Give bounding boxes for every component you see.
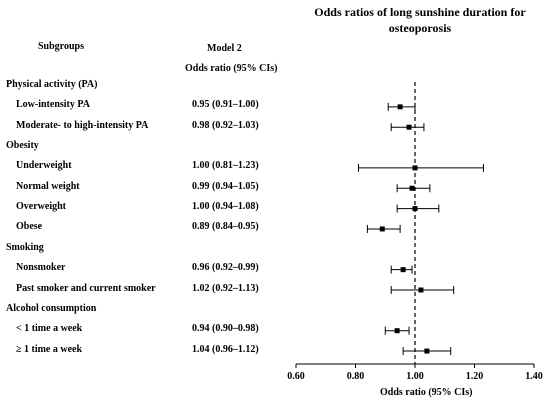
- subgroup-label: Obese: [16, 221, 43, 233]
- subgroup-label: < 1 time a week: [16, 323, 83, 335]
- subgroups-header: Subgroups: [38, 41, 84, 52]
- x-tick-label: 1.20: [466, 371, 484, 382]
- point-estimate: [409, 185, 415, 191]
- point-estimate: [379, 226, 385, 232]
- x-tick-label: 1.40: [525, 371, 543, 382]
- odds-ratio-text: 0.94 (0.90–0.98): [192, 323, 259, 335]
- odds-ratio-text: 1.02 (0.92–1.13): [192, 282, 259, 294]
- subgroup-label: Overweight: [16, 201, 66, 213]
- odds-ratio-text: 0.95 (0.91–1.00): [192, 99, 259, 111]
- odds-ratio-text: 1.00 (0.81–1.23): [192, 160, 259, 172]
- subgroup-label: Nonsmoker: [16, 262, 66, 274]
- subgroup-label: Past smoker and current smoker: [16, 282, 156, 294]
- point-estimate: [400, 267, 406, 273]
- x-tick-label: 1.00: [406, 371, 424, 382]
- group-label: Alcohol consumption: [6, 302, 97, 314]
- chart-title: Odds ratios of long sunshine duration fo…: [314, 5, 526, 35]
- subgroup-label: ≥ 1 time a week: [16, 343, 83, 355]
- odds-ratio-text: 1.04 (0.96–1.12): [192, 343, 259, 355]
- subgroup-label: Moderate- to high-intensity PA: [16, 119, 149, 131]
- model-header: Model 2: [207, 43, 242, 54]
- x-axis-label: Odds ratio (95% CIs): [380, 387, 473, 398]
- point-estimate: [394, 328, 400, 334]
- estimate-header: Odds ratio (95% CIs): [185, 63, 278, 74]
- subgroup-label: Low-intensity PA: [16, 99, 90, 111]
- x-tick-label: 0.60: [287, 371, 305, 382]
- odds-ratio-text: 0.98 (0.92–1.03): [192, 119, 259, 131]
- subgroup-label: Normal weight: [16, 180, 80, 192]
- group-label: Obesity: [6, 140, 39, 152]
- odds-ratio-text: 0.89 (0.84–0.95): [192, 221, 259, 233]
- x-tick-label: 0.80: [347, 371, 365, 382]
- point-estimate: [406, 124, 412, 130]
- group-label: Smoking: [6, 241, 44, 253]
- subgroup-label: Underweight: [16, 160, 72, 172]
- odds-ratio-text: 0.99 (0.94–1.05): [192, 180, 259, 192]
- group-label: Physical activity (PA): [6, 79, 98, 90]
- odds-ratio-text: 0.96 (0.92–0.99): [192, 262, 259, 274]
- point-estimate: [397, 104, 403, 110]
- odds-ratio-text: 1.00 (0.94–1.08): [192, 201, 259, 213]
- point-estimate: [424, 348, 430, 354]
- point-estimate: [418, 287, 424, 293]
